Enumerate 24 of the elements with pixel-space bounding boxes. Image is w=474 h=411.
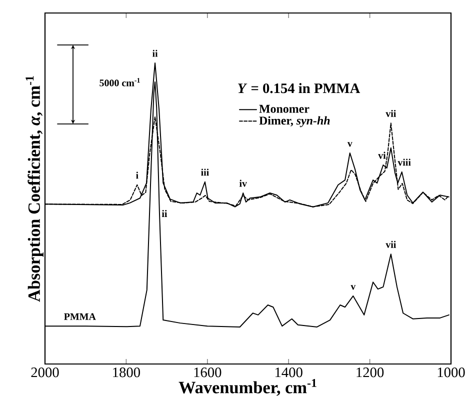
annotation: vi <box>378 152 386 159</box>
annotation: iv <box>239 180 248 187</box>
annotation: ii <box>152 50 158 57</box>
x-tick-label: 2000 <box>31 368 59 378</box>
annotation: ii <box>162 210 168 217</box>
annotation: i <box>136 172 138 179</box>
y-axis-title: Absorption Coefficient, α, cm$^{-1}$ <box>26 76 44 302</box>
x-tick-label: 1600 <box>194 368 222 378</box>
annotation: Y = 0.154 in PMMA <box>238 83 360 94</box>
x-tick-label: 1800 <box>113 368 140 378</box>
annotation: viii <box>398 158 411 166</box>
x-tick-label: 1200 <box>356 368 384 378</box>
legend-label: Monomer <box>259 104 310 113</box>
annotation: vii <box>386 240 396 248</box>
x-tick-label: 1000 <box>438 368 465 378</box>
annotation: v <box>350 285 356 290</box>
x-axis-title: Wavenumber, cm$^{-1}$ <box>178 379 316 396</box>
annotation: 5000 cm$^{-1}$ <box>100 78 140 86</box>
x-tick-label: 1400 <box>276 368 302 378</box>
annotation: vii <box>386 110 396 117</box>
annotation: PMMA <box>64 313 96 320</box>
legend-label: Dimer, syn-hh <box>259 116 330 128</box>
annotation: v <box>347 142 352 147</box>
annotation: iii <box>201 168 209 176</box>
